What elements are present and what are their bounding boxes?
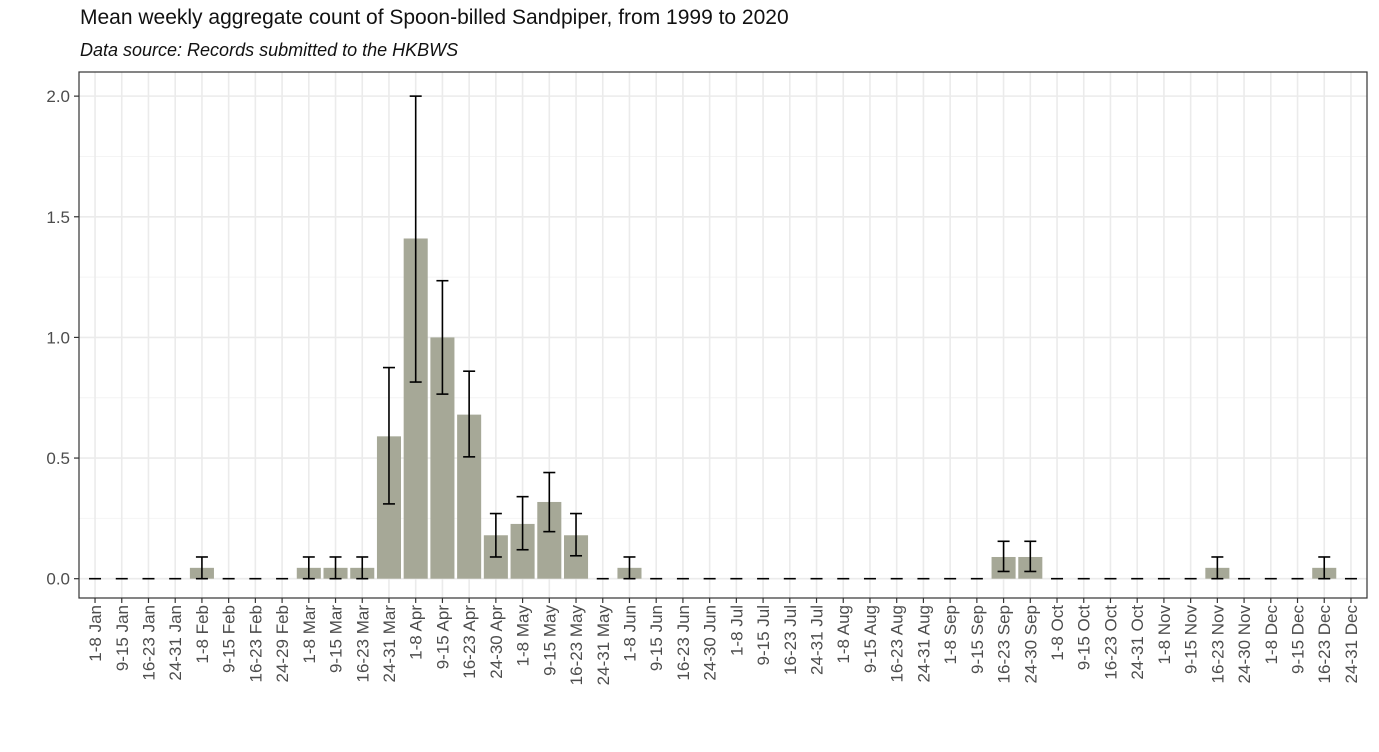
error-bar [329,556,342,580]
error-bar [302,556,315,580]
x-tick-label: 16-23 Mar [353,605,372,683]
bars [189,238,1337,579]
x-tick-label: 16-23 Jan [139,605,158,681]
x-tick-label: 24-31 Jan [166,605,185,681]
x-tick-label: 1-8 Feb [193,605,212,664]
x-tick-label: 16-23 Dec [1315,605,1334,684]
x-tick-label: 24-31 Aug [914,605,933,683]
x-tick-label: 24-29 Feb [273,605,292,683]
x-tick-label: 1-8 May [514,605,533,667]
x-axis: 1-8 Jan 9-15 Jan 16-23 Jan 24-31 Jan 1-8 Feb… [86,598,1361,685]
x-tick-label: 1-8 Jul [727,605,746,656]
x-tick-label: 24-31 Jul [808,605,827,675]
y-tick-label: 0.5 [46,449,70,468]
chart-subtitle: Data source: Records submitted to the HK… [80,40,459,60]
error-bar [1318,556,1331,580]
x-tick-label: 9-15 Nov [1182,605,1201,674]
x-tick-label: 1-8 Jan [86,605,105,662]
x-tick-label: 16-23 Nov [1208,605,1227,684]
error-bar [463,370,476,458]
x-tick-label: 9-15 Dec [1289,605,1308,674]
x-tick-label: 9-15 May [540,605,559,676]
x-tick-label: 24-30 Sep [1021,605,1040,683]
x-tick-label: 16-23 Sep [995,605,1014,683]
x-tick-label: 24-30 Jun [701,605,720,681]
error-bar [489,512,502,558]
x-tick-label: 9-15 Feb [220,605,239,673]
error-bar [436,279,449,395]
x-tick-label: 1-8 Aug [834,605,853,664]
grid-major [79,72,1367,598]
error-bar [356,556,369,580]
x-tick-label: 1-8 Mar [300,605,319,664]
x-tick-label: 16-23 Oct [1101,605,1120,680]
x-tick-label: 9-15 Jan [113,605,132,671]
error-bar [409,95,422,383]
x-tick-label: 24-30 Apr [487,605,506,679]
x-tick-label: 1-8 Jun [620,605,639,662]
x-tick-label: 24-31 Oct [1128,605,1147,680]
x-tick-label: 9-15 Oct [1075,605,1094,670]
x-tick-label: 16-23 May [567,605,586,686]
x-tick-label: 9-15 Mar [327,605,346,673]
y-tick-label: 0.0 [46,570,70,589]
error-bar [382,366,395,505]
error-bar [623,556,636,580]
grid-minor [79,155,1367,519]
y-tick-label: 1.0 [46,328,70,347]
error-bars [89,95,1357,580]
x-tick-label: 24-31 Dec [1342,605,1361,684]
plot-panel-border [78,71,1368,599]
x-tick-label: 1-8 Dec [1262,605,1281,665]
error-bar [195,556,208,580]
error-bar [1024,540,1037,573]
x-tick-label: 1-8 Nov [1155,605,1174,665]
x-tick-label: 16-23 Apr [460,605,479,679]
x-tick-label: 16-23 Jun [674,605,693,681]
y-axis: 0.0 0.5 1.0 1.5 2.0 [46,87,79,589]
x-tick-label: 1-8 Sep [941,605,960,665]
x-tick-label: 9-15 Jul [754,605,773,665]
x-tick-label: 9-15 Apr [433,605,452,670]
x-tick-label: 9-15 Jun [647,605,666,671]
error-bar [1211,556,1224,580]
y-tick-label: 2.0 [46,87,70,106]
x-tick-label: 24-31 May [594,605,613,686]
y-tick-label: 1.5 [46,208,70,227]
error-bar [516,495,529,551]
x-tick-label: 16-23 Jul [781,605,800,675]
x-tick-label: 1-8 Oct [1048,605,1067,661]
x-tick-label: 16-23 Feb [246,605,265,683]
x-tick-label: 16-23 Aug [888,605,907,683]
x-tick-label: 1-8 Apr [407,605,426,660]
error-bar [543,471,556,533]
x-tick-label: 24-31 Mar [380,605,399,683]
x-tick-label: 24-30 Nov [1235,605,1254,684]
chart-title: Mean weekly aggregate count of Spoon-bil… [80,6,789,29]
x-tick-label: 9-15 Aug [861,605,880,673]
error-bar [570,512,583,557]
error-bar [997,540,1010,573]
x-tick-label: 9-15 Sep [968,605,987,674]
